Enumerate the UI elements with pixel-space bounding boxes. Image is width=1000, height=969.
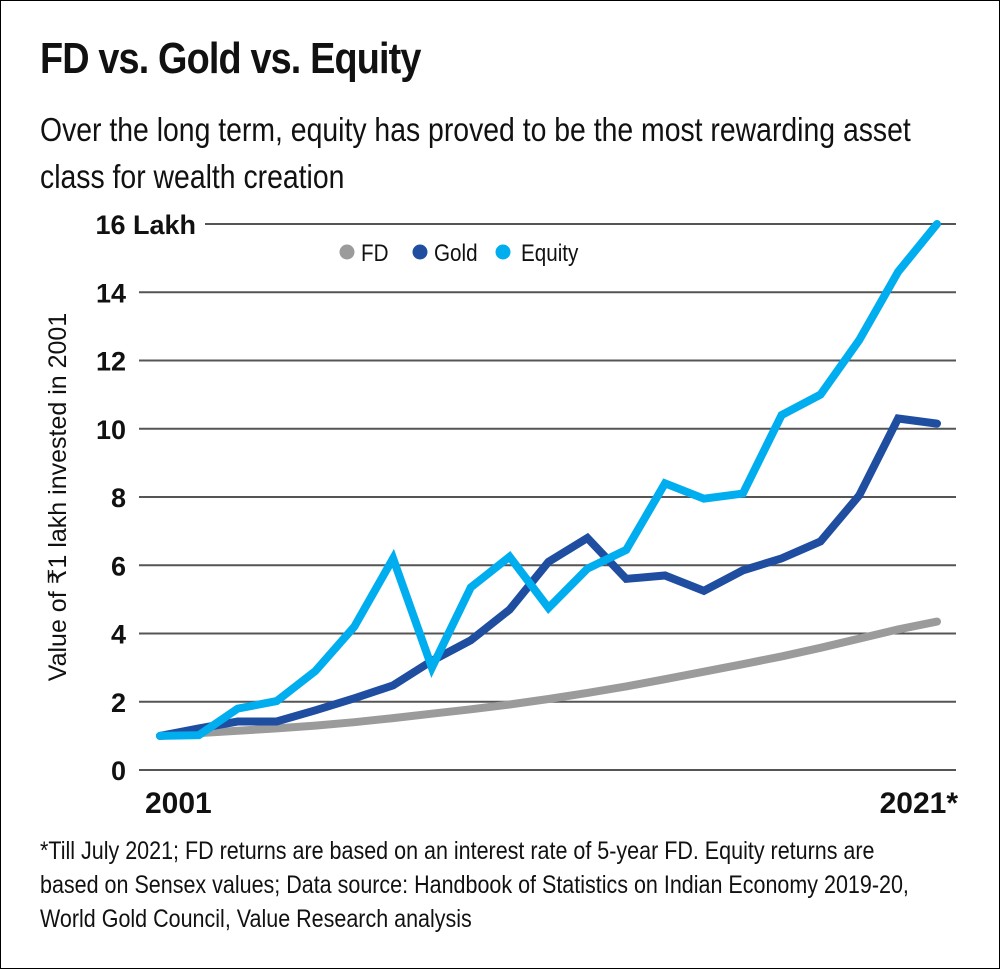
y-axis-ticks: 0 2 4 6 8 10 12 14 16 Lakh [95,210,196,786]
y-tick-label: 14 [96,278,126,308]
y-tick-label: 6 [111,551,126,581]
y-tick-label: 12 [96,347,126,377]
y-tick-label: 0 [111,756,126,786]
legend-marker-equity [495,244,511,260]
gridlines [139,223,956,771]
y-tick-label: 16 Lakh [95,210,196,240]
legend: FD Gold Equity [339,240,579,267]
legend-marker-fd [339,244,355,260]
series-lines [156,220,941,740]
series-line-gold [156,414,941,740]
legend-marker-gold [412,244,428,260]
y-tick-label: 10 [96,415,126,445]
y-axis-label: Value of ₹1 lakh invested in 2001 [44,313,72,681]
y-tick-label: 8 [111,483,126,513]
footnote: *Till July 2021; FD returns are based on… [40,837,909,933]
legend-label-gold: Gold [434,240,478,267]
y-tick-label: 4 [111,620,126,650]
series-line-equity [156,220,941,740]
x-tick-label: 2001 [145,787,212,820]
x-axis-ticks: 2001 2021* [145,787,958,820]
y-tick-label: 2 [111,688,126,718]
legend-label-fd: FD [361,240,389,267]
x-tick-label: 2021* [880,787,959,820]
chart-subtitle: Over the long term, equity has proved to… [40,111,911,195]
chart-title: FD vs. Gold vs. Equity [40,34,421,83]
series-line-fd [156,617,941,740]
legend-label-equity: Equity [521,240,579,267]
